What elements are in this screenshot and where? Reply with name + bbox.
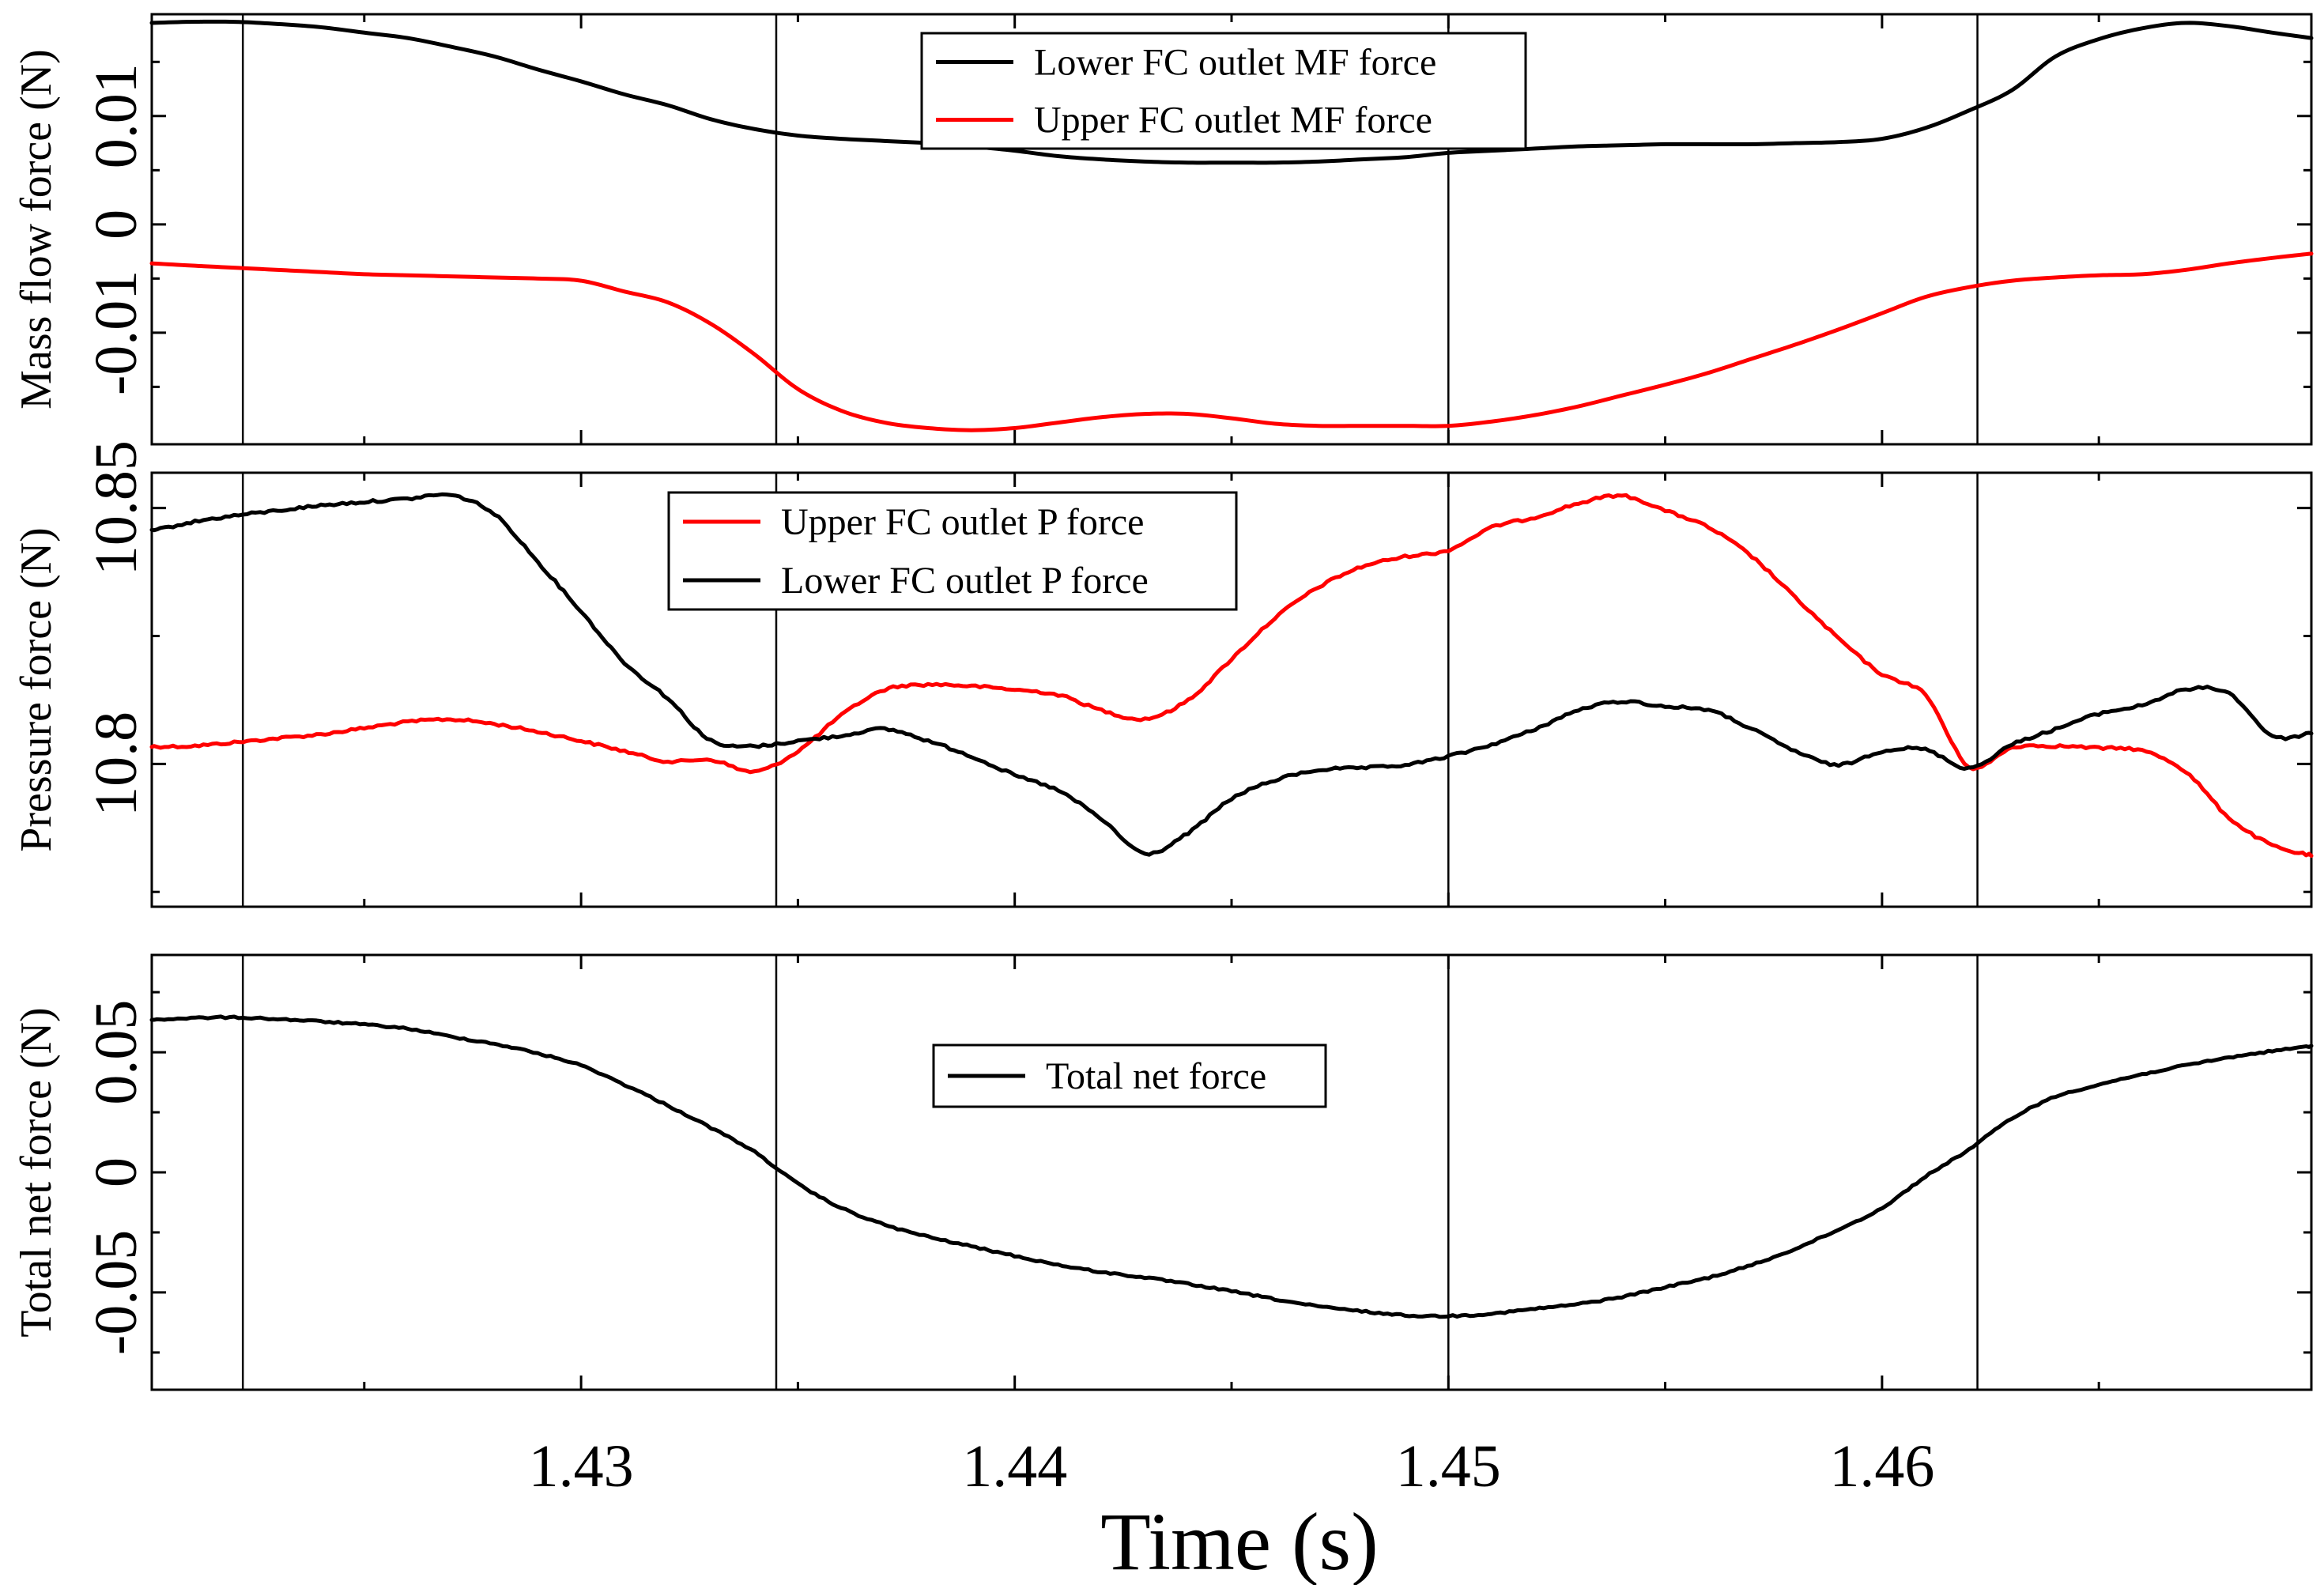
y-tick-label: 0 <box>83 209 149 240</box>
y-tick-label: -0.05 <box>83 1230 149 1355</box>
series-line-pressure-0 <box>149 492 2314 859</box>
panel-mass-flow: -0.01 0 0.01 Mass flow force (N) <box>12 13 2313 446</box>
x-axis-label: Time (s) <box>1100 1496 1379 1585</box>
series-line-total-0 <box>149 1014 2314 1319</box>
y-axis-label: Mass flow force (N) <box>12 49 61 409</box>
x-tick-label: 1.44 <box>962 1433 1067 1500</box>
y-tick-label: 0 <box>83 1157 149 1187</box>
legend-box <box>667 491 1238 611</box>
x-tick-label: 1.45 <box>1396 1433 1501 1500</box>
series-line-pressure-1 <box>149 492 2314 857</box>
x-tick-label: 1.46 <box>1829 1433 1934 1500</box>
legend-pressure: Upper FC outlet P force Lower FC outlet P… <box>667 491 1238 611</box>
axes-layer: -0.01 0 0.01 Mass flow force (N) 10.8 10.85 Pr… <box>12 13 2313 1500</box>
legend-mass-flow: Lower FC outlet MF force Upper FC outlet … <box>920 32 1527 150</box>
series-line-mass-flow-0 <box>149 19 2314 165</box>
legend-entry: Upper FC outlet P force <box>781 501 1144 543</box>
panel-pressure: 10.8 10.85 Pressure force (N) <box>12 440 2313 908</box>
series-line-mass-flow-1 <box>149 251 2314 432</box>
y-axis-label: Total net force (N) <box>12 1007 61 1337</box>
legend-entry: Lower FC outlet P force <box>781 560 1149 602</box>
plot-layer <box>149 19 2314 1319</box>
legend-total: Total net force <box>932 1043 1327 1108</box>
legend-layer: Lower FC outlet MF force Upper FC outlet … <box>667 32 1527 1108</box>
plot-mass-flow <box>149 19 2314 432</box>
plot-pressure <box>149 492 2314 859</box>
y-axis-label: Pressure force (N) <box>12 527 61 851</box>
legend-entry: Lower FC outlet MF force <box>1034 42 1436 84</box>
legend-box <box>920 32 1527 150</box>
y-tick-label: -0.01 <box>83 270 149 395</box>
plot-total <box>149 1014 2314 1319</box>
y-tick-label: 10.85 <box>83 440 149 576</box>
panel-total: -0.05 0 0.05 Total net force (N) <box>12 953 2313 1391</box>
legend-entry: Total net force <box>1046 1055 1266 1097</box>
y-tick-label: 0.01 <box>83 63 149 168</box>
y-tick-label: 0.05 <box>83 1000 149 1105</box>
plot-frame <box>150 953 2313 1391</box>
y-tick-label: 10.8 <box>83 711 149 817</box>
legend-entry: Upper FC outlet MF force <box>1034 100 1432 142</box>
x-tick-label: 1.43 <box>529 1433 634 1500</box>
